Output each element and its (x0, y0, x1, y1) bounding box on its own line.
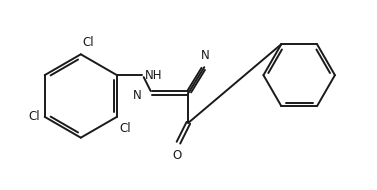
Text: Cl: Cl (28, 110, 40, 123)
Text: N: N (201, 49, 210, 62)
Text: Cl: Cl (119, 122, 130, 135)
Text: NH: NH (145, 69, 162, 82)
Text: Cl: Cl (83, 36, 94, 49)
Text: N: N (133, 89, 142, 101)
Text: O: O (173, 149, 182, 162)
